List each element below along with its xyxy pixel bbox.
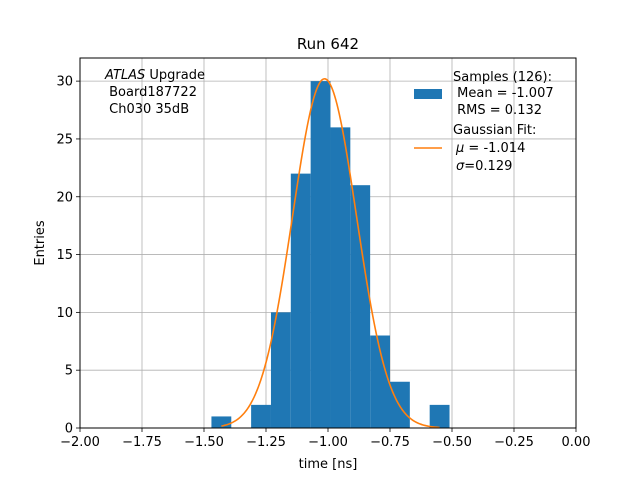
x-tick-label: −1.25 xyxy=(246,435,286,450)
y-tick-label: 25 xyxy=(56,132,73,147)
annotation-line-3: Ch030 35dB xyxy=(105,102,189,117)
histogram-bar xyxy=(290,173,311,428)
x-tick-label: −1.00 xyxy=(308,435,348,450)
annotation-line-2: Board187722 xyxy=(105,85,197,100)
histogram-bar xyxy=(310,81,331,428)
x-tick-label: 0.00 xyxy=(562,435,591,450)
legend-mean-label: Mean = -1.007 xyxy=(453,86,554,101)
y-tick-label: 30 xyxy=(56,75,73,90)
y-axis-ticks: 0 5 10 15 20 25 30 xyxy=(56,75,80,437)
x-tick-label: −0.50 xyxy=(432,435,472,450)
x-axis-title: time [ns] xyxy=(299,457,358,472)
histogram-bar xyxy=(270,312,291,428)
legend-fit-label: Gaussian Fit: xyxy=(453,123,536,138)
annotation-line-1: ATLAS Upgrade xyxy=(104,68,205,83)
x-tick-label: −1.75 xyxy=(122,435,162,450)
atlas-annotation: ATLAS Upgrade Board187722 Ch030 35dB xyxy=(104,68,205,117)
legend: Samples (126): Mean = -1.007 RMS = 0.132… xyxy=(414,70,554,174)
legend-samples-label: Samples (126): xyxy=(453,70,552,85)
y-axis-title: Entries xyxy=(33,220,48,266)
histogram-bar xyxy=(429,404,450,428)
x-tick-label: −0.75 xyxy=(370,435,410,450)
legend-mu-label: μ = -1.014 xyxy=(455,141,525,156)
chart-title: Run 642 xyxy=(297,35,359,53)
legend-rms-label: RMS = 0.132 xyxy=(453,103,542,118)
histogram-bar xyxy=(370,335,390,428)
y-tick-label: 0 xyxy=(65,422,73,437)
legend-histogram-swatch xyxy=(414,89,442,99)
x-tick-label: −1.50 xyxy=(184,435,224,450)
y-tick-label: 15 xyxy=(56,248,73,263)
legend-sigma-label: σ=0.129 xyxy=(456,159,512,174)
y-tick-label: 20 xyxy=(56,190,73,205)
histogram-bar xyxy=(251,404,271,428)
x-tick-label: −2.00 xyxy=(60,435,100,450)
histogram-bars xyxy=(211,81,450,428)
histogram-bar xyxy=(330,127,351,428)
y-tick-label: 5 xyxy=(65,364,73,379)
gaussian-fit-curve xyxy=(221,78,440,429)
y-tick-label: 10 xyxy=(56,306,73,321)
histogram-bar xyxy=(211,416,232,428)
histogram-bar xyxy=(350,185,371,428)
x-axis-ticks: −2.00 −1.75 −1.50 −1.25 −1.00 −0.75 −0.50 −0.25… xyxy=(60,428,590,450)
x-tick-label: −0.25 xyxy=(494,435,534,450)
